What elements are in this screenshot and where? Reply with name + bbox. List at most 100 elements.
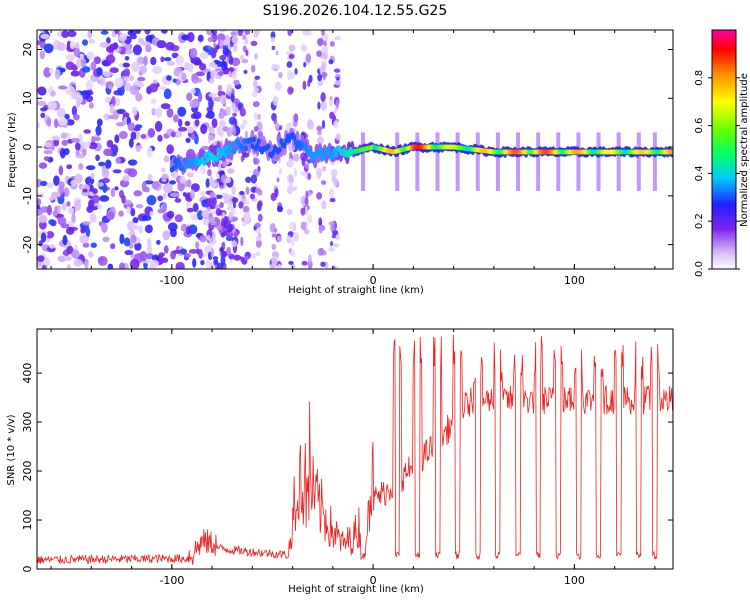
noise-blob bbox=[210, 61, 216, 66]
noise-blob bbox=[192, 258, 197, 268]
noise-blob bbox=[257, 213, 263, 222]
noise-blob bbox=[317, 74, 323, 82]
noise-blob bbox=[102, 70, 112, 78]
noise-blob bbox=[233, 79, 240, 86]
noise-blob bbox=[329, 197, 336, 203]
noise-blob bbox=[333, 120, 339, 129]
ridge-core bbox=[177, 160, 182, 167]
noise-blob bbox=[130, 131, 137, 140]
ridge-core bbox=[205, 156, 210, 163]
noise-blob bbox=[233, 231, 239, 237]
noise-blob bbox=[109, 103, 115, 114]
noise-blob bbox=[205, 178, 210, 188]
spectrogram-frame bbox=[36, 29, 674, 270]
noise-blob bbox=[106, 139, 114, 148]
noise-blob bbox=[160, 103, 171, 110]
noise-blob bbox=[121, 194, 126, 204]
noise-blob bbox=[75, 142, 81, 151]
noise-blob bbox=[135, 30, 141, 34]
noise-blob bbox=[119, 233, 125, 245]
noise-blob bbox=[185, 225, 191, 235]
noise-blob bbox=[253, 87, 259, 93]
noise-blob bbox=[190, 133, 196, 141]
ridge-core bbox=[243, 145, 248, 152]
colorbar-label: Normalized spectral amplitude bbox=[739, 73, 750, 227]
noise-blob bbox=[60, 223, 70, 229]
noise-blob bbox=[257, 200, 263, 207]
noise-blob bbox=[85, 79, 93, 91]
ridge-core bbox=[232, 147, 237, 154]
ridge-smear bbox=[361, 132, 366, 191]
noise-blob bbox=[37, 100, 47, 106]
noise-blob bbox=[66, 201, 71, 207]
noise-blob bbox=[242, 205, 250, 213]
noise-blob bbox=[216, 225, 223, 231]
noise-blob bbox=[145, 253, 154, 260]
noise-blob bbox=[249, 193, 256, 200]
ridge-core bbox=[292, 134, 297, 141]
noise-blob bbox=[97, 255, 108, 267]
noise-blob bbox=[73, 113, 80, 121]
noise-blob bbox=[222, 161, 228, 168]
ridge-core bbox=[297, 139, 302, 146]
noise-blob bbox=[273, 228, 278, 233]
ridge-core bbox=[206, 150, 211, 157]
noise-blob bbox=[211, 50, 217, 59]
noise-blob bbox=[205, 259, 211, 269]
noise-blob bbox=[240, 256, 244, 263]
noise-blob bbox=[253, 157, 260, 165]
noise-blob bbox=[199, 191, 207, 196]
noise-blob bbox=[212, 30, 218, 36]
noise-blob bbox=[210, 182, 218, 188]
noise-blob bbox=[206, 106, 213, 113]
noise-blob bbox=[286, 61, 293, 68]
noise-blob bbox=[126, 206, 131, 215]
noise-blob bbox=[38, 214, 48, 224]
noise-blob bbox=[294, 68, 298, 75]
spectrogram-y-tick-label: 0 bbox=[21, 144, 34, 151]
noise-blob bbox=[330, 241, 334, 247]
noise-blob bbox=[190, 88, 196, 95]
noise-blob bbox=[124, 49, 134, 55]
noise-blob bbox=[48, 219, 56, 225]
noise-blob bbox=[240, 236, 244, 247]
ridge-core bbox=[226, 149, 231, 156]
noise-blob bbox=[179, 175, 186, 184]
noise-blob bbox=[93, 56, 101, 65]
noise-blob bbox=[193, 79, 198, 84]
noise-blob bbox=[58, 185, 65, 195]
ridge-core bbox=[194, 161, 198, 168]
noise-blob bbox=[305, 190, 309, 200]
noise-blob bbox=[254, 222, 261, 228]
noise-blob bbox=[43, 30, 49, 34]
spectrogram-y-tick-label: 20 bbox=[21, 43, 34, 57]
noise-blob bbox=[219, 246, 224, 253]
noise-blob bbox=[65, 226, 75, 235]
noise-blob bbox=[82, 188, 88, 193]
noise-blob bbox=[64, 113, 70, 120]
ridge-core bbox=[187, 162, 192, 169]
noise-blob bbox=[228, 211, 233, 221]
ridge-core bbox=[202, 160, 207, 167]
noise-blob bbox=[208, 98, 214, 109]
noise-blob bbox=[137, 76, 146, 82]
noise-blob bbox=[225, 49, 232, 58]
noise-blob bbox=[158, 252, 165, 257]
noise-blob bbox=[144, 224, 153, 234]
noise-blob bbox=[152, 66, 163, 75]
noise-blob bbox=[132, 224, 139, 231]
noise-blob bbox=[46, 182, 54, 188]
noise-blob bbox=[123, 68, 131, 78]
noise-blob bbox=[73, 201, 82, 211]
ridge-core bbox=[311, 156, 316, 163]
noise-blob bbox=[255, 235, 262, 242]
noise-blob bbox=[226, 194, 235, 206]
noise-blob bbox=[242, 119, 248, 126]
noise-blob bbox=[217, 90, 223, 96]
noise-blob bbox=[305, 53, 312, 63]
noise-blob bbox=[163, 183, 173, 194]
colorbar-tick-label: 0.0 bbox=[694, 261, 705, 277]
noise-blob bbox=[187, 126, 195, 134]
noise-blob bbox=[119, 32, 128, 38]
noise-blob bbox=[161, 175, 167, 183]
